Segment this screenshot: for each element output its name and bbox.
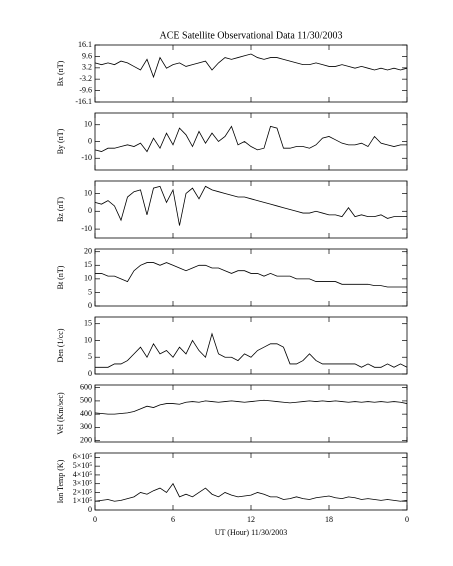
panel-frame — [94, 44, 408, 103]
y-axis-label: Bt (nT) — [56, 265, 65, 289]
y-tick-label: 600 — [80, 382, 92, 391]
x-tick-label: 6 — [171, 515, 175, 524]
data-line — [94, 53, 408, 79]
y-axis-label: Bx (nT) — [56, 60, 65, 86]
y-tick-label: 2×10⁵ — [73, 487, 93, 496]
x-axis-label: UT (Hour) 11/30/2003 — [215, 528, 287, 537]
y-tick-label: 400 — [80, 409, 92, 418]
y-tick-label: 15 — [84, 319, 92, 328]
y-tick-label: 15 — [84, 260, 92, 269]
panel-frame — [94, 180, 408, 239]
x-tick-label: 0 — [405, 515, 409, 524]
y-axis-label: Den (1/cc) — [56, 328, 65, 362]
y-tick-label: -9.6 — [79, 85, 92, 94]
y-axis-label: Bz (nT) — [56, 197, 65, 222]
y-tick-label: 200 — [80, 436, 92, 445]
y-tick-label: 3×10⁵ — [73, 479, 93, 488]
y-tick-label: -10 — [81, 153, 92, 162]
panel-frame — [94, 452, 408, 511]
data-line — [95, 262, 407, 288]
y-tick-label: 5×10⁵ — [73, 461, 93, 470]
y-tick-label: 1×10⁵ — [73, 496, 93, 505]
y-tick-label: 10 — [84, 274, 92, 283]
y-tick-label: 9.6 — [82, 51, 92, 60]
data-line — [94, 125, 407, 153]
y-tick-label: 0 — [88, 369, 92, 378]
y-tick-label: 6×10⁵ — [73, 452, 93, 461]
y-tick-label: 0 — [88, 206, 92, 215]
panel-frame — [94, 316, 408, 375]
x-tick-label: 0 — [93, 515, 97, 524]
y-tick-label: -10 — [81, 224, 92, 233]
y-tick-label: 10 — [84, 188, 92, 197]
y-tick-label: 4×10⁵ — [73, 470, 93, 479]
data-line — [94, 399, 408, 415]
y-tick-label: 10 — [84, 120, 92, 129]
y-tick-label: 3.2 — [82, 63, 92, 72]
y-tick-label: 16.1 — [78, 40, 92, 49]
y-axis-label: Ion Temp (K) — [56, 459, 65, 503]
panel-frame — [94, 112, 408, 171]
chart-title: ACE Satellite Observational Data 11/30/2… — [160, 30, 343, 41]
y-tick-label: 0 — [88, 136, 92, 145]
panel-frame — [94, 384, 408, 443]
y-tick-label: 500 — [80, 396, 92, 405]
data-line — [94, 482, 408, 502]
y-tick-label: 0 — [88, 301, 92, 310]
x-tick-label: 12 — [247, 515, 255, 524]
y-tick-label: 20 — [84, 247, 92, 256]
y-axis-label: Vel (Km/sec) — [56, 392, 65, 435]
y-tick-label: 0 — [88, 505, 92, 514]
y-tick-label: 10 — [84, 335, 92, 344]
panel-frame — [94, 248, 408, 307]
x-tick-label: 18 — [325, 515, 333, 524]
y-tick-label: 300 — [80, 422, 92, 431]
y-axis-label: By (nT) — [56, 128, 65, 154]
y-tick-label: 5 — [88, 352, 92, 361]
data-line — [95, 332, 408, 368]
data-line — [94, 185, 407, 226]
y-tick-label: -3.2 — [79, 74, 92, 83]
y-tick-label: 5 — [88, 287, 92, 296]
y-tick-label: -16.1 — [75, 97, 92, 106]
